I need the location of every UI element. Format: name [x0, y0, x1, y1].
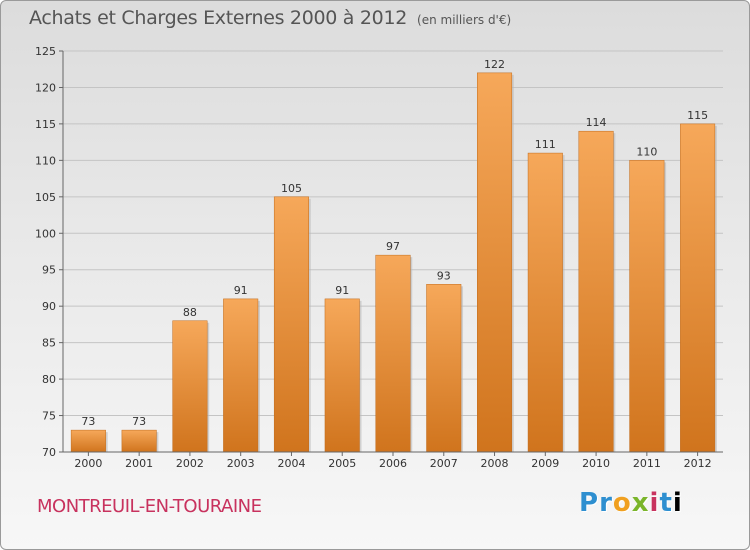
y-tick-label: 105 [35, 191, 56, 204]
bar-2006 [375, 254, 411, 453]
data-label: 91 [234, 284, 248, 297]
data-label: 111 [535, 138, 556, 151]
y-tick-label: 80 [42, 373, 56, 386]
data-label: 73 [81, 415, 95, 428]
y-tick-label: 95 [42, 264, 56, 277]
town-name: MONTREUIL-EN-TOURAINE [37, 496, 262, 517]
x-tick-label: 2011 [633, 457, 661, 470]
x-tick-label: 2006 [379, 457, 407, 470]
x-tick-label: 2000 [74, 457, 102, 470]
x-tick-label: 2008 [481, 457, 509, 470]
bar-2009 [527, 152, 563, 453]
y-tick-label: 120 [35, 81, 56, 94]
x-tick-label: 2005 [328, 457, 356, 470]
y-tick-label: 125 [35, 45, 56, 58]
data-label: 122 [484, 58, 505, 71]
data-label: 110 [636, 145, 657, 158]
y-tick-label: 70 [42, 446, 56, 459]
x-tick-label: 2002 [176, 457, 204, 470]
chart-title-text: Achats et Charges Externes 2000 à 2012 [29, 7, 408, 29]
logo-letter: i [649, 488, 660, 518]
logo-letter: i [672, 488, 683, 518]
x-tick-label: 2007 [430, 457, 458, 470]
data-label: 97 [386, 240, 400, 253]
bar-2007 [426, 284, 462, 453]
logo-letter: t [659, 488, 673, 518]
y-tick-label: 100 [35, 227, 56, 240]
bar-2008 [477, 72, 513, 453]
data-label: 115 [687, 109, 708, 122]
x-tick-label: 2001 [125, 457, 153, 470]
bar-2003 [223, 298, 259, 453]
bar-2012 [680, 123, 716, 453]
proxiti-logo: Proxiti [579, 488, 683, 518]
x-tick-label: 2012 [684, 457, 712, 470]
data-label: 93 [437, 269, 451, 282]
x-tick-label: 2009 [531, 457, 559, 470]
data-label: 105 [281, 182, 302, 195]
logo-letter: r [599, 488, 613, 518]
bar-2005 [324, 298, 360, 453]
y-tick-label: 110 [35, 154, 56, 167]
data-label: 73 [132, 415, 146, 428]
y-tick-label: 85 [42, 337, 56, 350]
x-tick-label: 2004 [277, 457, 305, 470]
x-tick-label: 2003 [227, 457, 255, 470]
bar-2010 [578, 130, 614, 453]
data-label: 91 [335, 284, 349, 297]
bar-2011 [629, 160, 665, 453]
chart-unit: (en milliers d'€) [417, 13, 512, 27]
chart-title: Achats et Charges Externes 2000 à 2012 (e… [29, 7, 511, 29]
data-label: 88 [183, 306, 197, 319]
y-tick-label: 115 [35, 118, 56, 131]
data-label: 114 [586, 116, 607, 129]
y-tick-label: 75 [42, 410, 56, 423]
y-tick-label: 90 [42, 300, 56, 313]
bar-2004 [273, 196, 309, 453]
x-tick-label: 2010 [582, 457, 610, 470]
logo-letter: P [579, 488, 600, 518]
bar-2001 [121, 429, 157, 453]
bar-2002 [172, 320, 208, 453]
bar-2000 [70, 429, 106, 453]
logo-letter: o [612, 488, 632, 518]
logo-letter: x [631, 488, 650, 518]
